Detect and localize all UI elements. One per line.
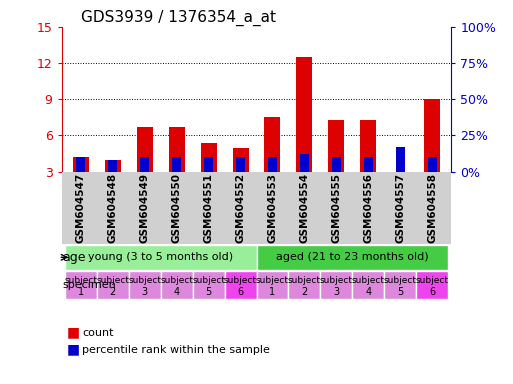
Text: GSM604554: GSM604554 [300, 173, 309, 243]
Text: 1: 1 [77, 287, 84, 297]
FancyBboxPatch shape [416, 271, 448, 299]
Bar [140, 157, 149, 172]
Text: 4: 4 [173, 287, 180, 297]
Text: 4: 4 [365, 287, 371, 297]
Text: GSM604552: GSM604552 [235, 173, 246, 243]
FancyBboxPatch shape [256, 245, 448, 270]
Bar [169, 127, 185, 172]
Bar [332, 157, 341, 172]
Bar [172, 157, 181, 172]
Bar [73, 157, 89, 172]
FancyBboxPatch shape [352, 271, 384, 299]
Text: GSM604549: GSM604549 [140, 173, 150, 243]
Bar [300, 154, 309, 172]
Text: specimen: specimen [62, 280, 116, 290]
Text: 3: 3 [142, 287, 148, 297]
Bar [232, 147, 248, 172]
Text: GSM604550: GSM604550 [172, 173, 182, 243]
Text: age: age [62, 251, 86, 264]
Text: ■: ■ [67, 325, 80, 339]
FancyBboxPatch shape [225, 271, 256, 299]
Text: GSM604551: GSM604551 [204, 173, 213, 243]
Text: subject: subject [224, 276, 257, 285]
Bar [428, 157, 437, 172]
Text: count: count [82, 328, 113, 338]
Bar [268, 157, 277, 172]
Text: GSM604556: GSM604556 [363, 173, 373, 243]
Text: subject: subject [352, 276, 385, 285]
Text: subject: subject [96, 276, 129, 285]
Bar [265, 118, 281, 172]
Text: subject: subject [256, 276, 289, 285]
Text: subject: subject [320, 276, 353, 285]
FancyBboxPatch shape [321, 271, 352, 299]
Text: GSM604558: GSM604558 [427, 173, 437, 243]
Bar [360, 120, 377, 172]
Text: subject: subject [384, 276, 417, 285]
Text: aged (21 to 23 months old): aged (21 to 23 months old) [276, 252, 429, 262]
Bar [236, 157, 245, 172]
Text: GSM604553: GSM604553 [267, 173, 278, 243]
Bar [105, 160, 121, 172]
Text: subject: subject [128, 276, 161, 285]
Bar [424, 99, 440, 172]
Text: subject: subject [64, 276, 97, 285]
FancyBboxPatch shape [256, 271, 288, 299]
FancyBboxPatch shape [65, 245, 256, 270]
Bar [396, 147, 405, 172]
Text: subject: subject [192, 276, 225, 285]
FancyBboxPatch shape [288, 271, 321, 299]
Text: 6: 6 [429, 287, 436, 297]
Bar [204, 157, 213, 172]
FancyBboxPatch shape [97, 271, 129, 299]
Text: 1: 1 [269, 287, 275, 297]
Text: percentile rank within the sample: percentile rank within the sample [82, 345, 270, 355]
Bar [108, 160, 117, 172]
Text: subject: subject [288, 276, 321, 285]
FancyBboxPatch shape [129, 271, 161, 299]
Bar [297, 57, 312, 172]
Text: GSM604547: GSM604547 [76, 173, 86, 243]
Bar [328, 120, 344, 172]
FancyBboxPatch shape [192, 271, 225, 299]
Text: 2: 2 [110, 287, 116, 297]
Text: GSM604557: GSM604557 [396, 173, 405, 243]
Text: subject: subject [160, 276, 193, 285]
Text: ■: ■ [67, 343, 80, 356]
FancyBboxPatch shape [65, 271, 97, 299]
Text: subject: subject [416, 276, 449, 285]
Text: 3: 3 [333, 287, 340, 297]
FancyBboxPatch shape [384, 271, 416, 299]
Text: GSM604555: GSM604555 [331, 173, 341, 243]
Bar [76, 157, 85, 172]
Text: 6: 6 [238, 287, 244, 297]
Bar [136, 127, 153, 172]
Text: young (3 to 5 months old): young (3 to 5 months old) [88, 252, 233, 262]
Text: 5: 5 [397, 287, 403, 297]
Bar [364, 157, 373, 172]
Bar [201, 143, 216, 172]
FancyBboxPatch shape [161, 271, 192, 299]
Text: 2: 2 [301, 287, 308, 297]
Text: GSM604548: GSM604548 [108, 173, 117, 243]
Text: 5: 5 [205, 287, 212, 297]
Text: GDS3939 / 1376354_a_at: GDS3939 / 1376354_a_at [81, 9, 276, 25]
